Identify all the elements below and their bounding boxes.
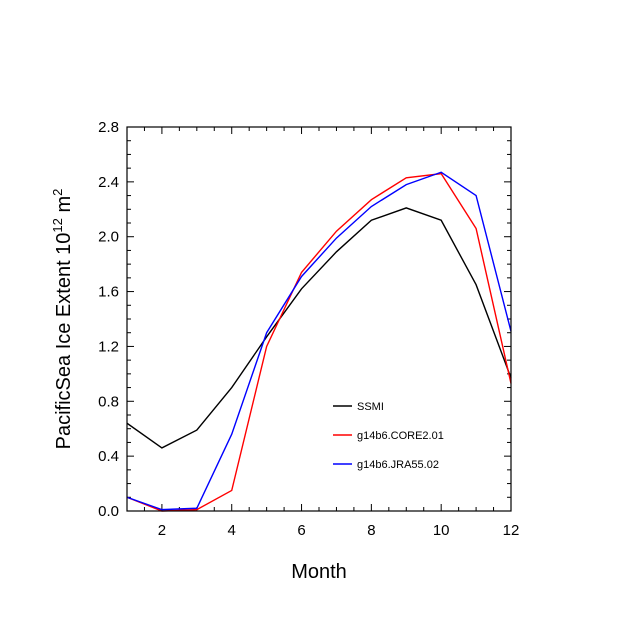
y-axis-label-unit: m	[53, 196, 75, 218]
y-axis-label-unit-exponent: 2	[50, 189, 65, 196]
x-tick-label: 2	[158, 522, 166, 539]
tick-labels: 2 4 6 8 10 12 0.0 0.4 0.8 1.2 1.6 2.0 2.4 2.8	[98, 119, 519, 539]
x-tick-label: 8	[367, 522, 375, 539]
y-tick-label: 0.0	[98, 503, 119, 520]
legend-label: g14b6.JRA55.02	[357, 459, 439, 471]
x-axis-label: Month	[291, 561, 347, 583]
y-tick-label: 2.4	[98, 174, 119, 191]
x-tick-label: 6	[297, 522, 305, 539]
series-group	[126, 171, 512, 512]
plot-frame	[126, 126, 512, 512]
y-tick-label: 1.2	[98, 338, 119, 355]
y-axis-label: PacificSea Ice Extent 1012 m2	[50, 189, 75, 450]
y-axis-label-main: PacificSea Ice Extent 10	[53, 233, 75, 450]
y-axis-label-exponent: 12	[50, 218, 65, 232]
axis-ticks	[126, 126, 512, 512]
legend: SSMI g14b6.CORE2.01 g14b6.JRA55.02	[333, 401, 444, 471]
legend-label: SSMI	[357, 401, 384, 413]
x-tick-label: 4	[228, 522, 236, 539]
x-tick-label: 12	[503, 522, 520, 539]
y-tick-label: 2.0	[98, 229, 119, 246]
y-tick-label: 1.6	[98, 284, 119, 301]
series-line-SSMI	[126, 207, 512, 449]
series-line-g14b6.CORE2.01	[126, 172, 512, 512]
series-line-g14b6.JRA55.02	[126, 171, 512, 511]
y-tick-label: 0.8	[98, 393, 119, 410]
y-tick-label: 2.8	[98, 119, 119, 136]
y-tick-label: 0.4	[98, 448, 119, 465]
legend-label: g14b6.CORE2.01	[357, 430, 444, 442]
x-tick-label: 10	[433, 522, 450, 539]
